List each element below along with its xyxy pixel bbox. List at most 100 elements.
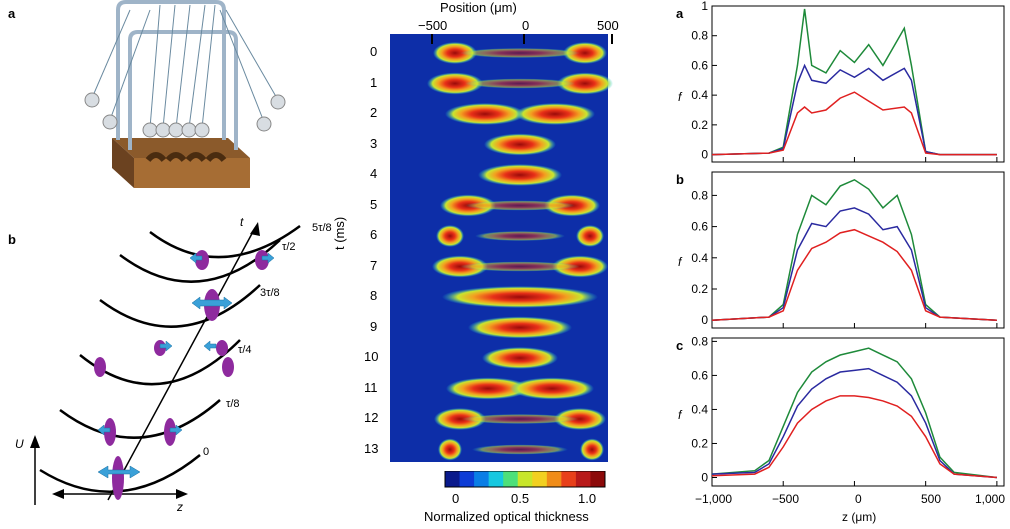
time-axis-title: t (ms) [332, 216, 347, 250]
series-line [711, 228, 997, 321]
position-axis-title: Position (μm) [440, 0, 517, 15]
time-label-tau-2: τ/2 [282, 241, 296, 253]
x-tick-500-plot: 500 [921, 492, 942, 506]
y-tick-label: 1 [701, 0, 708, 13]
plot-a-ylabel: f [678, 90, 682, 104]
x-tick-0: 0 [522, 18, 530, 33]
atom-cloud [510, 377, 594, 400]
atom-cloud [482, 347, 558, 369]
cradle-base [112, 138, 250, 188]
atom-cloud [438, 438, 462, 461]
time-row-label: 12 [364, 410, 379, 425]
atom-cloud [446, 377, 530, 400]
colorbar-label: Normalized optical thickness [424, 509, 589, 524]
potential-wells [39, 224, 301, 493]
atom-cloud [472, 444, 568, 455]
atom-cloud [580, 438, 604, 461]
colorbar-cell [590, 471, 606, 487]
time-row-label: 10 [364, 349, 379, 364]
colorbar-cell [546, 471, 562, 487]
cradle-diagram [30, 0, 301, 505]
absorption-images [390, 34, 613, 462]
atom-cloud [515, 103, 595, 125]
atom-cloud [475, 231, 565, 241]
y-tick-label: 0.2 [691, 436, 708, 450]
x-tick-minus-500-plot: −500 [772, 492, 800, 506]
plot-b-ylabel: f [678, 255, 682, 269]
time-row-label: 13 [364, 440, 379, 456]
cloud-rows [427, 42, 613, 461]
series-line [711, 91, 997, 156]
time-row-label: 5 [370, 196, 378, 212]
z-arrow-left-icon [52, 489, 64, 499]
u-arrow-icon [30, 435, 40, 448]
time-row-label: 8 [370, 288, 378, 303]
atom-cloud [460, 261, 580, 272]
time-label-0: 0 [203, 446, 210, 458]
cradle-strings [91, 4, 279, 129]
x-tick-minus-1000: −1,000 [695, 492, 733, 506]
time-row-label: 0 [370, 44, 378, 59]
atom-cloud [436, 225, 464, 247]
y-tick-label: 0 [701, 470, 708, 484]
atom-cloud [468, 316, 572, 339]
atom-cloud [576, 225, 604, 247]
colorbar-cell [445, 471, 461, 487]
atom-cloud [442, 286, 598, 308]
atom-cloud [557, 72, 613, 95]
y-tick-label: 0.2 [691, 118, 708, 132]
line-plots: 0 0.2 0.4 0.6 0.8 1 0 0.2 0.4 0.6 0.8 0 0.2 0.4 0.6 0.8 [691, 0, 1005, 487]
colorbar-cell [459, 471, 475, 487]
y-tick-label: 0.6 [691, 368, 708, 382]
panel-a-letter: a [8, 6, 16, 21]
y-tick-label: 0 [701, 148, 708, 162]
atom-cloud [478, 164, 562, 186]
series-line [711, 395, 997, 479]
colorbar-cell [561, 471, 577, 487]
colorbar-cell [488, 471, 504, 487]
atom-cloud [427, 72, 483, 95]
x-tick-1000-plot: 1,000 [975, 492, 1006, 506]
colorbar-tick-1-0: 1.0 [578, 491, 597, 506]
series-line [711, 8, 997, 156]
time-row-label: 7 [370, 257, 378, 273]
time-label-5tau-8: 5τ/8 [312, 222, 332, 234]
y-tick-label: 0.6 [691, 220, 708, 234]
time-label-tau-4: τ/4 [238, 344, 252, 356]
series-line [711, 63, 997, 156]
time-label-3tau-8: 3τ/8 [260, 287, 280, 299]
plot-xlabel: z (μm) [842, 510, 877, 524]
atom-cloud [484, 133, 556, 156]
time-row-label: 2 [370, 105, 378, 120]
series-line [711, 178, 997, 321]
time-row-label: 11 [364, 379, 378, 395]
y-tick-label: 0.6 [691, 58, 708, 72]
colorbar-frame [444, 471, 606, 488]
time-row-label: 1 [370, 74, 378, 90]
colorbar-cell [575, 471, 591, 487]
y-tick-label: 0.8 [691, 334, 708, 348]
atom-cloud [563, 42, 607, 64]
cradle-frame [116, 0, 238, 150]
atom-cloud [462, 414, 578, 424]
series-line [711, 347, 997, 479]
series-line [711, 207, 997, 321]
colorbar-cell [517, 471, 533, 487]
z-axis-label: z [177, 500, 183, 514]
t-axis [107, 227, 256, 501]
colorbar-tick-0-5: 0.5 [511, 491, 530, 506]
atom-cloud [445, 103, 525, 125]
colorbar-cell [474, 471, 490, 487]
y-tick-label: 0.4 [691, 402, 708, 416]
x-tick-0-plot: 0 [855, 492, 862, 506]
cradle-balls [84, 92, 286, 138]
atom-cloud [465, 200, 575, 211]
atom-cloud [554, 408, 606, 430]
colorbar-cell [532, 471, 548, 487]
y-tick-label: 0.2 [691, 282, 708, 296]
colorbar [444, 471, 606, 488]
plot-c-ylabel: f [678, 408, 682, 422]
panel-b-letter: b [8, 232, 16, 247]
colorbar-cell [503, 471, 519, 487]
y-tick-label: 0 [701, 313, 708, 327]
